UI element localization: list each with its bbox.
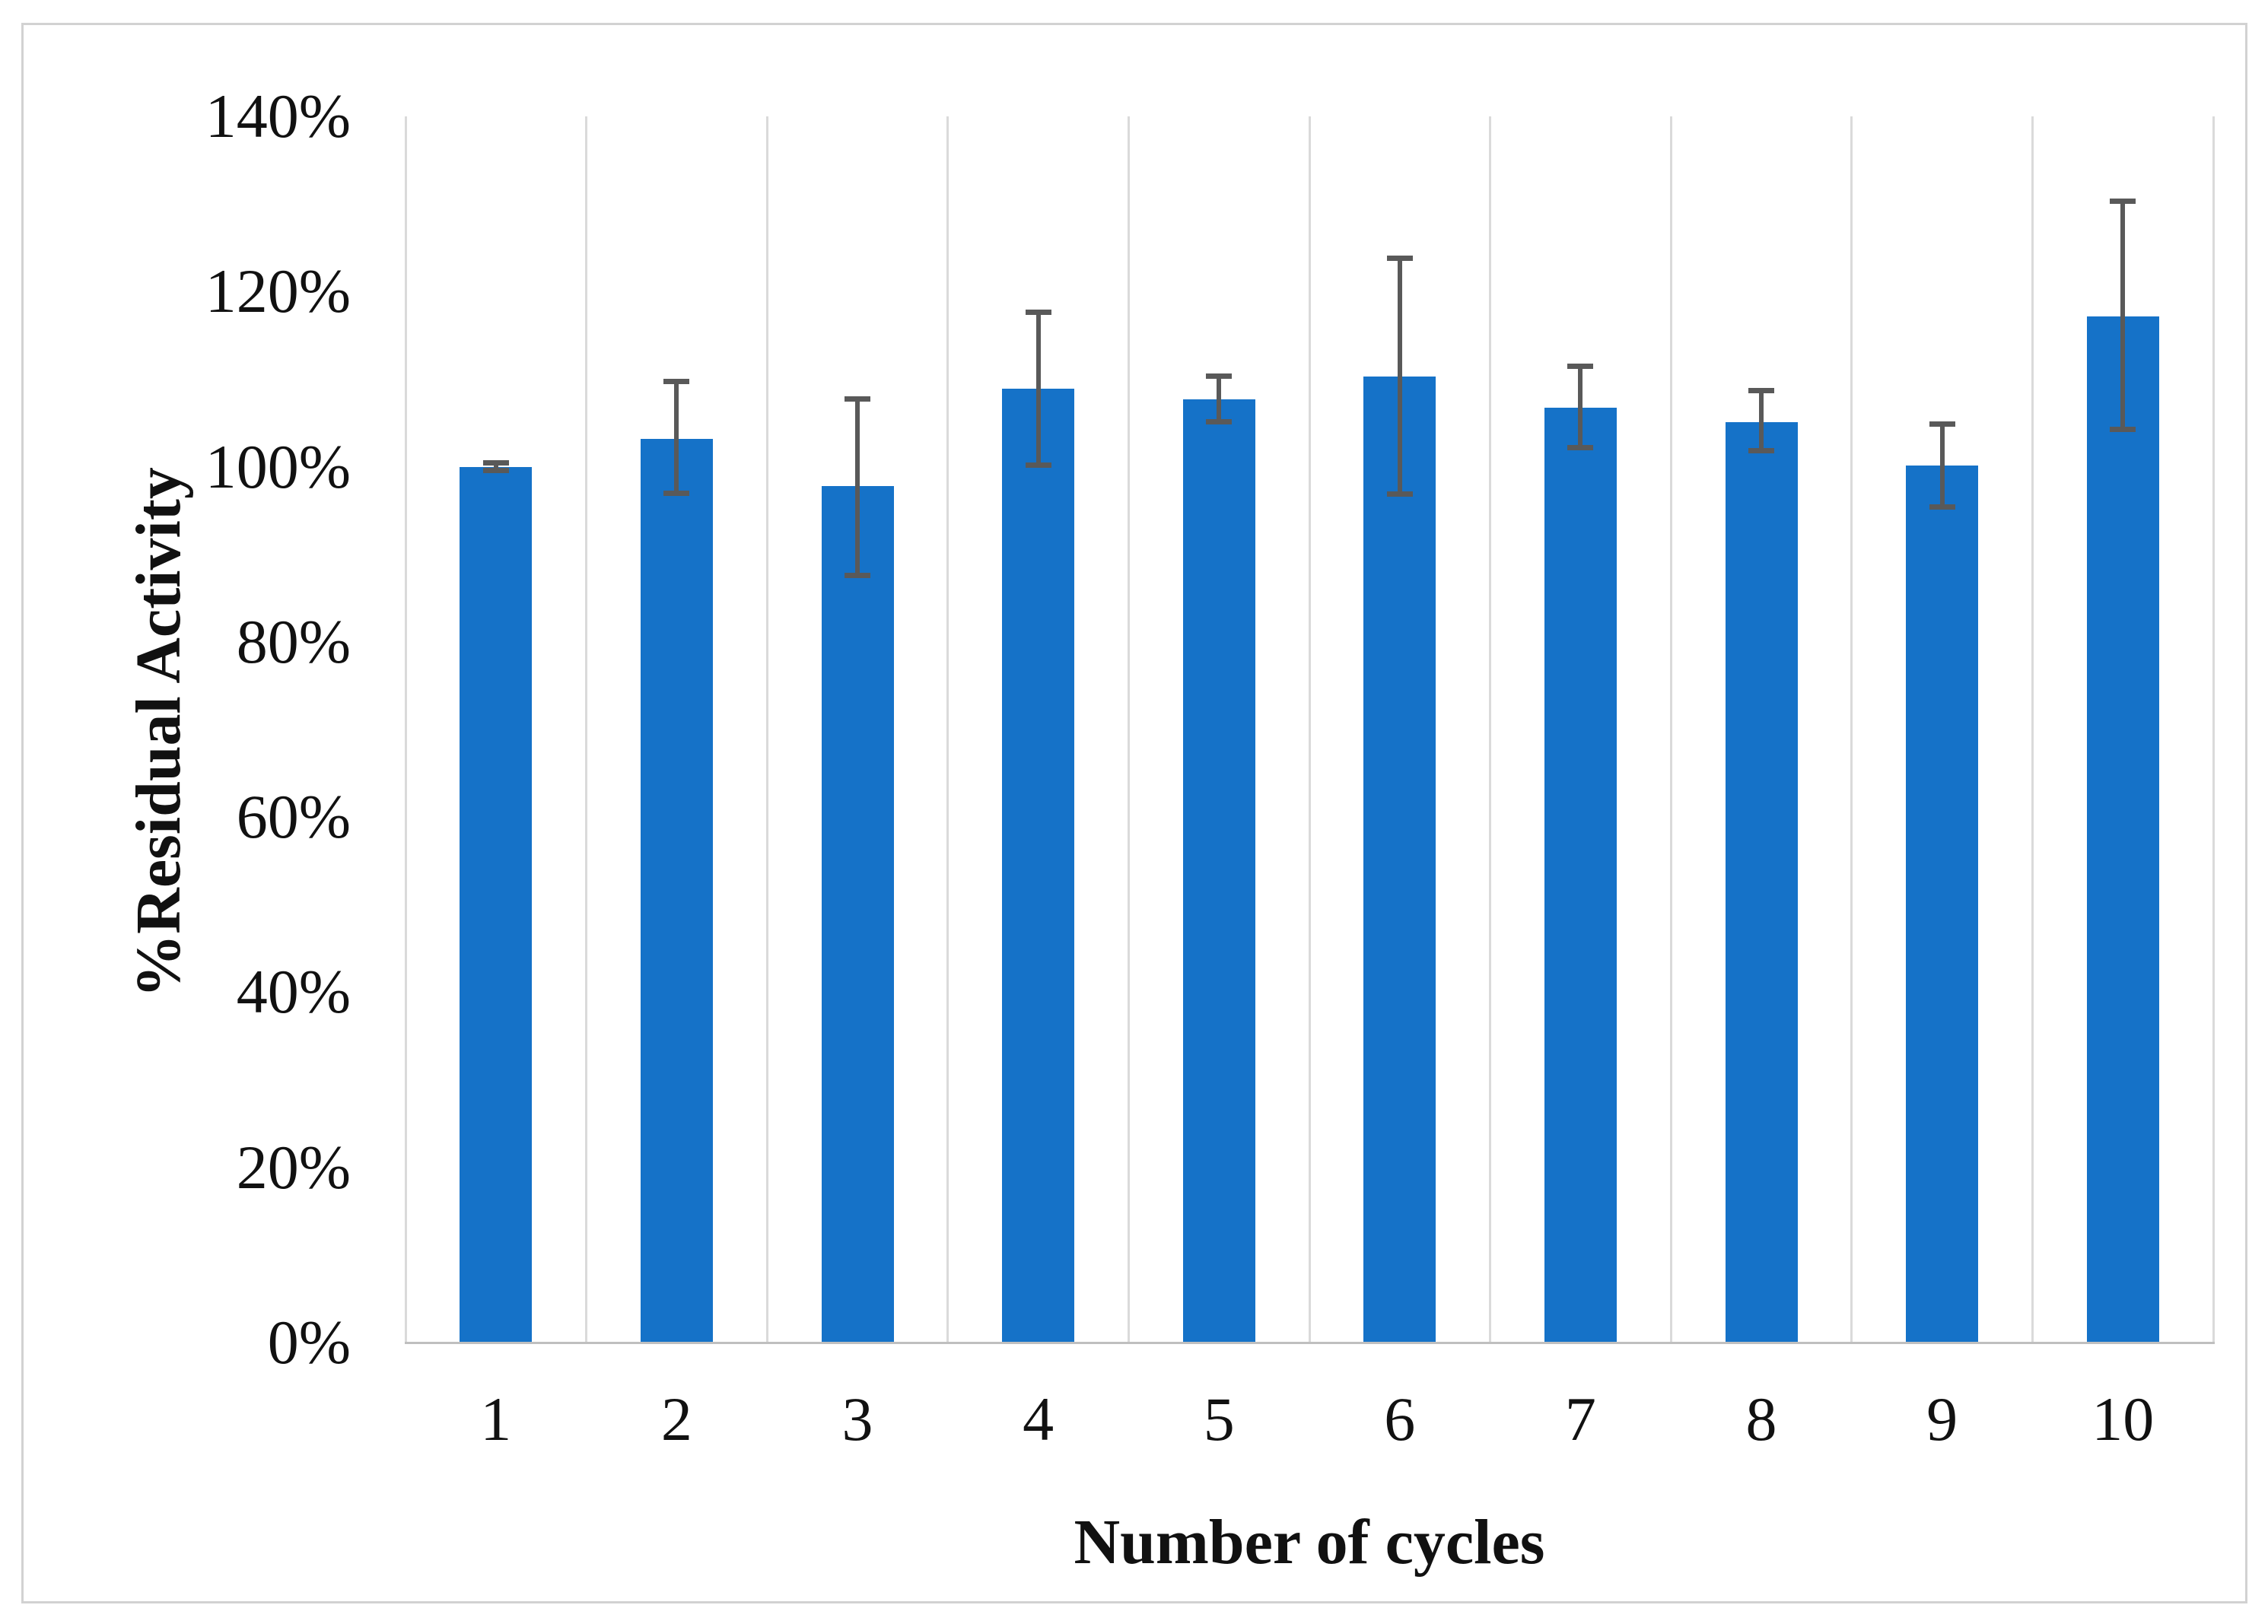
vertical-gridline (765, 116, 768, 1343)
bar (821, 485, 894, 1343)
vertical-gridline (585, 116, 588, 1343)
error-bar-cap-top (663, 379, 690, 385)
bar (1363, 376, 1436, 1343)
x-tick-label: 1 (480, 1384, 512, 1454)
vertical-gridline (1850, 116, 1853, 1343)
x-tick-label: 5 (1203, 1384, 1235, 1454)
x-tick-label: 7 (1564, 1384, 1596, 1454)
y-tick-label: 140% (205, 81, 351, 151)
figure-border: 140% 120% 100% 80% 60% 40% 20% 0% 1 2 3 4 5 6 7 8 9 10 N… (21, 23, 2247, 1603)
y-tick-label: 20% (236, 1132, 351, 1202)
vertical-gridline (1669, 116, 1672, 1343)
error-bar-cap-bottom (482, 467, 509, 473)
error-bar-line (1217, 376, 1222, 422)
error-bar-cap-bottom (663, 490, 690, 496)
error-bar-cap-bottom (845, 572, 870, 578)
y-tick-label: 120% (205, 256, 351, 326)
error-bar-line (1759, 390, 1764, 451)
error-bar-line (1939, 424, 1945, 507)
error-bar-cap-top (1929, 421, 1955, 427)
error-bar-cap-bottom (1929, 504, 1955, 510)
x-axis-title: Number of cycles (1074, 1507, 1545, 1578)
y-tick-label: 100% (205, 431, 351, 501)
y-tick-label: 80% (236, 606, 351, 676)
bar (1725, 421, 1798, 1343)
error-bar-cap-top (1025, 310, 1051, 316)
plot-area (404, 116, 2215, 1343)
bar (2086, 316, 2159, 1343)
error-bar-cap-bottom (1386, 491, 1413, 497)
bar (1182, 399, 1255, 1343)
x-axis-line (405, 1342, 2215, 1344)
vertical-gridline (946, 116, 950, 1343)
x-tick-label: 2 (660, 1384, 692, 1454)
error-bar-cap-bottom (1748, 448, 1774, 454)
error-bar-cap-top (2110, 199, 2136, 205)
bar (1544, 408, 1617, 1343)
error-bar-cap-bottom (2110, 426, 2136, 432)
x-tick-label: 10 (2091, 1384, 2155, 1454)
error-bar-cap-top (1748, 387, 1774, 393)
y-tick-label: 40% (236, 957, 351, 1027)
x-tick-label: 3 (841, 1384, 873, 1454)
y-tick-label: 0% (267, 1308, 351, 1377)
error-bar-line (1578, 366, 1583, 448)
error-bar-line (493, 462, 498, 471)
y-axis-title: %Residual Activity (123, 467, 194, 998)
bar (1002, 389, 1075, 1343)
x-tick-label: 6 (1384, 1384, 1416, 1454)
error-bar-cap-top (1206, 373, 1233, 380)
error-bar-cap-top (1386, 256, 1413, 262)
error-bar-cap-top (1567, 363, 1594, 369)
x-tick-label: 9 (1926, 1384, 1958, 1454)
error-bar-line (1397, 258, 1402, 494)
error-bar-cap-bottom (1567, 444, 1594, 450)
vertical-gridline (2212, 116, 2215, 1343)
vertical-gridline (1127, 116, 1130, 1343)
vertical-gridline (1489, 116, 1492, 1343)
x-tick-label: 4 (1023, 1384, 1054, 1454)
x-tick-label: 8 (1745, 1384, 1777, 1454)
bar (1906, 466, 1979, 1343)
error-bar-line (855, 399, 860, 576)
vertical-gridline (1308, 116, 1311, 1343)
error-bar-line (2120, 201, 2126, 430)
vertical-gridline (404, 116, 407, 1343)
error-bar-line (674, 381, 679, 494)
error-bar-cap-bottom (1025, 462, 1051, 468)
error-bar-cap-top (845, 396, 870, 402)
error-bar-cap-top (482, 460, 509, 466)
y-tick-label: 60% (236, 782, 351, 852)
bar (640, 438, 713, 1343)
bar (460, 466, 533, 1343)
error-bar-line (1035, 312, 1041, 466)
error-bar-cap-bottom (1206, 419, 1233, 425)
vertical-gridline (2031, 116, 2034, 1343)
